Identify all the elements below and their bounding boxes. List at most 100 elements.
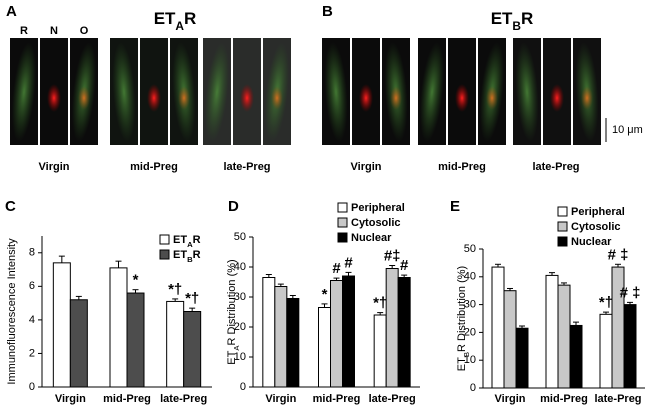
y-tick-label: 6 (29, 280, 35, 292)
significance-mark: * (133, 272, 139, 289)
legend-swatch (337, 202, 348, 213)
y-axis-label: Immunofluorescence Intensity (6, 238, 18, 385)
error-bar (389, 265, 396, 269)
significance-mark: *† (185, 290, 199, 307)
panel-label: B (322, 3, 333, 20)
legend-swatch (557, 236, 568, 247)
x-tick-label: Virgin (265, 393, 296, 405)
significance-mark: # ‡ (620, 284, 641, 301)
cell (515, 42, 539, 142)
significance-mark: #‡ (384, 247, 401, 264)
bar (330, 280, 343, 388)
nucleus (78, 86, 90, 110)
error-bar (495, 263, 501, 268)
error-bar (321, 303, 328, 308)
legend-swatch (337, 217, 348, 228)
error-bar (265, 274, 272, 278)
bar (126, 292, 145, 388)
error-bar (507, 287, 513, 291)
cell (204, 42, 230, 142)
panel-title: ETAR (154, 9, 197, 33)
bar (52, 262, 71, 388)
bar (183, 311, 202, 388)
bar (569, 324, 583, 389)
condition-label: Virgin (39, 161, 70, 173)
channel-label: N (50, 25, 58, 37)
significance-mark: # ‡ (608, 246, 629, 263)
nucleus (455, 84, 469, 112)
error-bar (377, 312, 384, 315)
error-bar (615, 263, 621, 268)
nucleus (178, 86, 190, 110)
bar (545, 274, 559, 389)
significance-mark: # (344, 254, 353, 271)
error-bar (289, 295, 296, 299)
x-tick-label: late-Preg (594, 393, 641, 405)
error-bar (333, 277, 340, 281)
cell (324, 42, 348, 142)
bar (286, 298, 300, 388)
bar (274, 286, 288, 388)
y-tick-label: 40 (234, 261, 246, 273)
y-tick-label: 0 (29, 381, 35, 393)
significance-mark: # (332, 260, 341, 277)
y-tick-label: 20 (234, 321, 246, 333)
y-tick-label: 50 (234, 231, 246, 243)
error-bar (603, 311, 609, 315)
error-bar (401, 274, 408, 278)
error-bar (573, 321, 579, 326)
panel-title: ETBR (491, 9, 534, 33)
nucleus (581, 86, 593, 110)
error-bar (627, 301, 633, 305)
error-bar (549, 272, 555, 276)
y-tick-label: 0 (240, 381, 246, 393)
error-bar (115, 260, 122, 268)
bar (109, 267, 128, 388)
scale-bar-label: 10 μm (612, 124, 643, 136)
y-tick-label: 2 (29, 347, 35, 359)
condition-label: Virgin (351, 161, 382, 173)
bar (166, 300, 185, 388)
bar (599, 313, 613, 389)
y-tick-label: 10 (464, 354, 476, 366)
error-bar (189, 307, 196, 312)
error-bar (345, 271, 352, 276)
condition-label: late-Preg (223, 161, 270, 173)
nucleus (271, 86, 283, 110)
error-bar (58, 255, 65, 263)
error-bar (561, 282, 567, 286)
bar (503, 290, 517, 389)
x-tick-label: Virgin (55, 393, 86, 405)
y-tick-label: 40 (464, 271, 476, 283)
y-tick-label: 8 (29, 247, 35, 259)
bar (373, 314, 387, 388)
bar (318, 307, 331, 388)
legend-swatch (557, 206, 568, 217)
legend-label: Cytosolic (351, 217, 401, 229)
panel-label: E (450, 198, 460, 215)
legend-label: Nuclear (571, 236, 612, 248)
panel-label: D (228, 198, 239, 215)
nucleus (486, 86, 498, 110)
x-tick-label: mid-Preg (540, 393, 588, 405)
y-tick-label: 0 (470, 382, 476, 394)
bar (262, 277, 276, 388)
condition-label: late-Preg (532, 161, 579, 173)
nucleus (47, 84, 61, 112)
legend-label: Cytosolic (571, 221, 621, 233)
x-tick-label: Virgin (495, 393, 526, 405)
cell (112, 42, 136, 142)
error-bar (132, 289, 139, 294)
cell (419, 42, 445, 142)
channel-label: R (20, 25, 28, 37)
nucleus (240, 84, 254, 112)
bar (385, 268, 399, 388)
error-bar (519, 325, 525, 329)
condition-label: mid-Preg (130, 161, 178, 173)
panel-label: C (5, 198, 16, 215)
y-tick-label: 10 (234, 351, 246, 363)
legend-label: ETBR (173, 249, 201, 264)
nucleus (147, 84, 161, 112)
bar (342, 275, 355, 388)
